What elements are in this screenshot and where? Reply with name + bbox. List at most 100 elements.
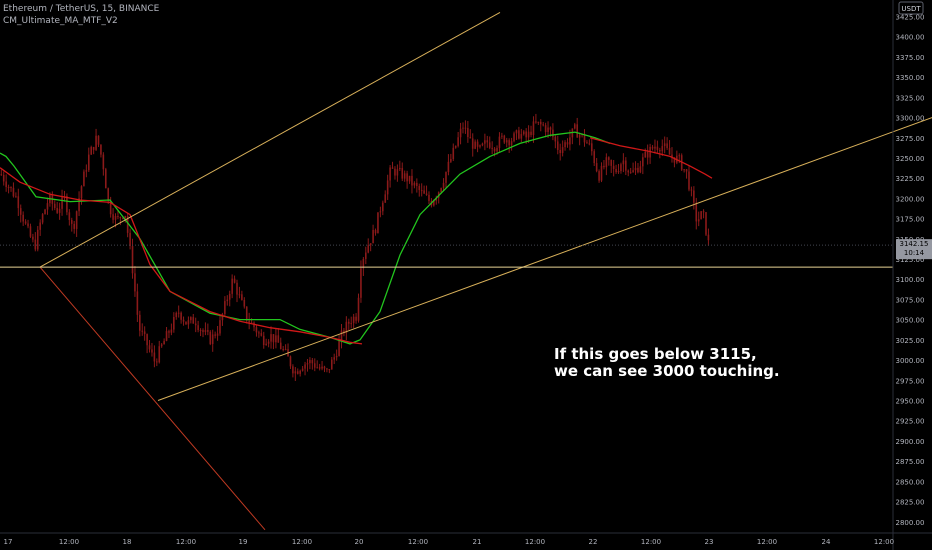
candle-body bbox=[659, 149, 661, 152]
candle-body bbox=[522, 131, 525, 135]
candle-body bbox=[693, 190, 695, 203]
candle-body bbox=[180, 312, 182, 320]
candle-body bbox=[17, 196, 20, 209]
trend-drawings[interactable] bbox=[0, 12, 932, 531]
candle-body bbox=[673, 157, 676, 163]
candle-body bbox=[326, 368, 328, 370]
candle-body bbox=[299, 370, 301, 374]
candle-body bbox=[452, 147, 455, 160]
candle-body bbox=[279, 342, 282, 350]
candle-body bbox=[394, 168, 396, 176]
candle-body bbox=[250, 322, 253, 324]
candle-body bbox=[685, 169, 688, 172]
candle-body bbox=[542, 124, 544, 126]
price-tick-label: 2875.00 bbox=[896, 458, 925, 466]
currency-badge[interactable]: USDT bbox=[898, 1, 924, 15]
annotation-line-1: If this goes below 3115, bbox=[554, 345, 757, 363]
candle-body bbox=[357, 297, 360, 321]
candle-body bbox=[15, 196, 17, 198]
candle-body bbox=[515, 130, 518, 134]
candle-body bbox=[510, 141, 513, 146]
annotation-line-2: we can see 3000 touching. bbox=[554, 362, 780, 380]
candle-body bbox=[586, 142, 588, 144]
candle-body bbox=[566, 142, 569, 145]
candle-body bbox=[182, 319, 185, 322]
candle-body bbox=[532, 121, 535, 136]
time-axis[interactable]: 17 12:00 18 12:00 19 12:00 20 12:00 21 12:00 22 12:… bbox=[4, 538, 895, 546]
chart-legend: Ethereum / TetherUS, 15, BINANCE CM_Ulti… bbox=[3, 3, 159, 27]
candle-body bbox=[464, 127, 467, 129]
candle-body bbox=[92, 147, 95, 150]
trendline[interactable] bbox=[157, 117, 932, 401]
candle-body bbox=[66, 196, 68, 213]
candle-body bbox=[486, 140, 489, 143]
candle-body bbox=[24, 221, 27, 224]
price-tick-label: 2975.00 bbox=[896, 377, 925, 385]
candle-body bbox=[508, 140, 510, 146]
candle-body bbox=[695, 202, 698, 222]
candle-body bbox=[411, 175, 413, 186]
candle-body bbox=[143, 331, 146, 335]
candle-body bbox=[552, 129, 554, 137]
candle-body bbox=[272, 334, 275, 343]
candle-body bbox=[46, 203, 49, 210]
price-tick-label: 3250.00 bbox=[896, 155, 925, 163]
price-axis[interactable]: 3425.00 3400.00 3375.00 3350.00 3325.00 3300.… bbox=[896, 14, 925, 527]
candle-body bbox=[124, 215, 127, 218]
price-tick-label: 2850.00 bbox=[896, 478, 925, 486]
candle-body bbox=[518, 130, 520, 139]
time-tick-label: 12:00 bbox=[408, 538, 428, 546]
candle-body bbox=[114, 215, 117, 220]
candle-body bbox=[216, 333, 219, 336]
candle-body bbox=[238, 294, 241, 296]
candle-body bbox=[435, 197, 438, 201]
candle-body bbox=[527, 131, 530, 138]
candle-body bbox=[275, 335, 277, 343]
annotation-text[interactable]: If this goes below 3115, we can see 3000… bbox=[554, 345, 780, 380]
candle-body bbox=[318, 367, 321, 369]
candle-body bbox=[192, 317, 195, 324]
downtrend-line[interactable] bbox=[39, 266, 266, 531]
candle-body bbox=[556, 141, 559, 150]
moving-average-line bbox=[0, 167, 363, 345]
candle-body bbox=[141, 330, 144, 332]
candle-body bbox=[549, 127, 552, 130]
candle-body bbox=[403, 173, 406, 179]
candle-body bbox=[267, 341, 270, 344]
time-tick-label: 24 bbox=[822, 538, 831, 546]
candle-body bbox=[401, 167, 404, 179]
candle-body bbox=[204, 330, 207, 333]
candle-body bbox=[139, 314, 141, 331]
price-tick-label: 2950.00 bbox=[896, 397, 925, 405]
candle-body bbox=[228, 293, 231, 300]
candle-body bbox=[651, 146, 654, 149]
candle-body bbox=[612, 165, 615, 169]
candle-body bbox=[148, 345, 151, 350]
candle-body bbox=[282, 349, 284, 351]
candle-body bbox=[10, 186, 12, 188]
candle-body bbox=[68, 212, 71, 220]
candle-body bbox=[688, 171, 690, 190]
candle-body bbox=[39, 222, 41, 230]
price-tick-label: 3050.00 bbox=[896, 317, 925, 325]
candle-body bbox=[44, 209, 46, 215]
candle-body bbox=[386, 180, 389, 195]
price-tick-label: 3425.00 bbox=[896, 14, 925, 22]
candle-body bbox=[197, 325, 199, 331]
candle-body bbox=[663, 143, 666, 147]
candle-body bbox=[697, 219, 700, 222]
trendline[interactable] bbox=[39, 12, 501, 268]
candle-body bbox=[177, 312, 180, 314]
candle-body bbox=[90, 147, 93, 155]
price-tick-label: 3400.00 bbox=[896, 34, 925, 42]
candle-body bbox=[654, 146, 656, 149]
candle-body bbox=[617, 171, 620, 173]
candle-body bbox=[627, 170, 630, 173]
candle-body bbox=[156, 361, 158, 363]
candle-body bbox=[615, 168, 617, 173]
symbol-title[interactable]: Ethereum / TetherUS, 15, BINANCE bbox=[3, 4, 160, 14]
price-tick-label: 3100.00 bbox=[896, 276, 925, 284]
indicator-name[interactable]: CM_Ultimate_MA_MTF_V2 bbox=[3, 16, 118, 26]
